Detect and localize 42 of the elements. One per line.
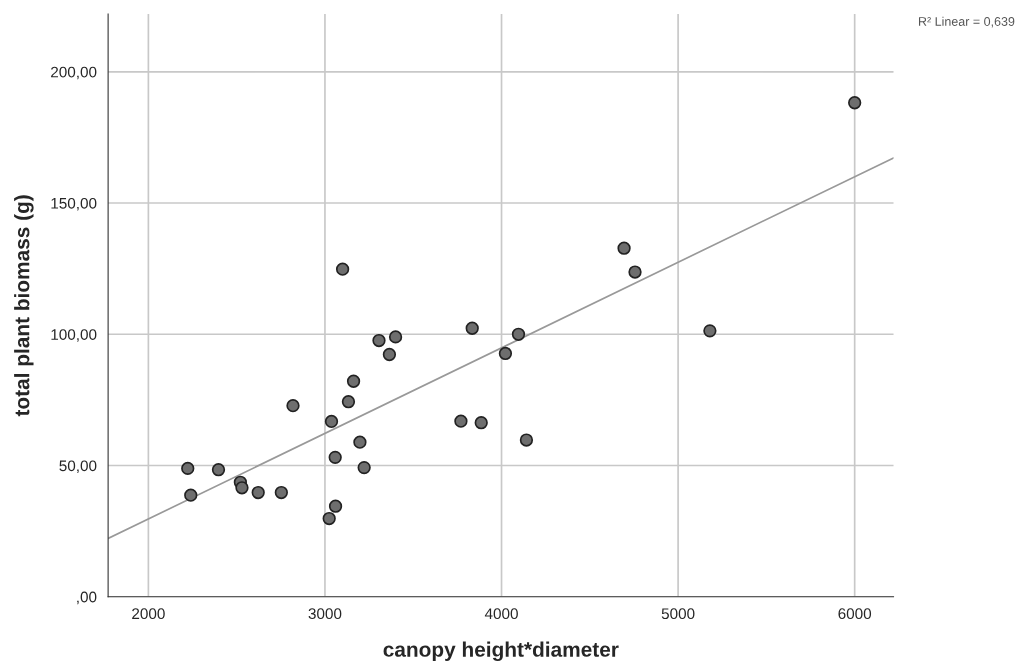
y-tick-label: 200,00 [51, 66, 97, 80]
point [848, 96, 862, 110]
point [324, 414, 339, 429]
point [181, 461, 195, 476]
point [211, 463, 226, 477]
point [335, 262, 350, 276]
x-tick-label: 4000 [484, 608, 518, 620]
y-axis-title: total plant biomass (g) [14, 195, 34, 417]
point [703, 324, 717, 338]
point [184, 488, 198, 502]
y-tick-label: 150,00 [51, 197, 97, 211]
point [322, 511, 336, 526]
text: R² Linear = 0,639 [919, 16, 1015, 28]
y-tick-label: 50,00 [59, 460, 97, 473]
point [454, 414, 468, 428]
point [372, 333, 386, 348]
point [346, 374, 361, 388]
x-tick-label: 6000 [838, 608, 872, 620]
point [498, 346, 513, 361]
point [235, 481, 249, 495]
point [353, 435, 367, 449]
point [388, 330, 403, 344]
point [617, 241, 631, 255]
point [357, 460, 371, 475]
point [328, 499, 343, 513]
point [519, 433, 534, 447]
point [341, 395, 356, 409]
point [628, 265, 642, 279]
x-tick-label: 2000 [132, 608, 165, 620]
point [328, 450, 342, 465]
x-tick-label: 3000 [308, 608, 342, 620]
point [511, 327, 526, 341]
point [251, 485, 265, 500]
y-tick-label: ,00 [77, 591, 97, 605]
point [274, 485, 288, 500]
x-axis-title: canopy height*diameter [383, 641, 619, 662]
point [286, 399, 300, 413]
point [474, 416, 488, 430]
x-tick-label: 5000 [661, 608, 695, 620]
point [465, 321, 479, 335]
y-tick-label: 100,00 [51, 329, 97, 342]
point [382, 347, 397, 362]
